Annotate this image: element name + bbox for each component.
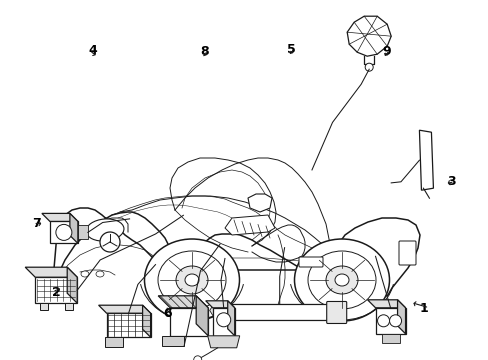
Text: 6: 6 bbox=[163, 307, 171, 320]
Polygon shape bbox=[106, 313, 150, 337]
Polygon shape bbox=[50, 221, 78, 243]
Polygon shape bbox=[40, 303, 48, 310]
Circle shape bbox=[56, 224, 72, 240]
FancyBboxPatch shape bbox=[326, 301, 346, 324]
Polygon shape bbox=[67, 267, 77, 303]
Polygon shape bbox=[397, 300, 405, 334]
Polygon shape bbox=[142, 305, 150, 337]
Ellipse shape bbox=[334, 274, 348, 286]
Polygon shape bbox=[247, 194, 271, 212]
Polygon shape bbox=[65, 303, 73, 310]
Polygon shape bbox=[42, 213, 78, 221]
Polygon shape bbox=[367, 300, 405, 308]
Ellipse shape bbox=[81, 271, 89, 277]
Circle shape bbox=[193, 356, 202, 360]
Polygon shape bbox=[419, 130, 432, 190]
Polygon shape bbox=[170, 308, 208, 336]
Ellipse shape bbox=[294, 239, 389, 321]
Polygon shape bbox=[231, 305, 329, 320]
Polygon shape bbox=[158, 296, 208, 308]
Ellipse shape bbox=[307, 251, 375, 309]
Ellipse shape bbox=[86, 219, 123, 241]
Circle shape bbox=[100, 232, 120, 252]
Text: 9: 9 bbox=[381, 45, 390, 58]
Polygon shape bbox=[104, 337, 122, 347]
Polygon shape bbox=[205, 301, 234, 308]
Polygon shape bbox=[207, 336, 239, 348]
Polygon shape bbox=[375, 308, 405, 334]
Polygon shape bbox=[224, 215, 274, 235]
Text: 5: 5 bbox=[286, 43, 295, 56]
FancyBboxPatch shape bbox=[298, 257, 323, 267]
Polygon shape bbox=[78, 225, 88, 239]
Text: 4: 4 bbox=[88, 44, 97, 57]
Ellipse shape bbox=[184, 274, 199, 286]
Text: 7: 7 bbox=[32, 217, 41, 230]
Polygon shape bbox=[212, 308, 234, 336]
Ellipse shape bbox=[96, 271, 104, 277]
Ellipse shape bbox=[176, 266, 207, 294]
Text: 3: 3 bbox=[447, 175, 455, 188]
Polygon shape bbox=[162, 336, 184, 346]
Text: 8: 8 bbox=[200, 45, 208, 58]
Circle shape bbox=[377, 315, 389, 327]
Polygon shape bbox=[209, 302, 231, 319]
Circle shape bbox=[216, 313, 230, 327]
Circle shape bbox=[365, 63, 372, 71]
Polygon shape bbox=[70, 213, 78, 243]
Polygon shape bbox=[35, 277, 77, 303]
Circle shape bbox=[389, 315, 401, 327]
Polygon shape bbox=[25, 267, 77, 277]
Polygon shape bbox=[99, 305, 150, 313]
Polygon shape bbox=[196, 296, 208, 336]
Ellipse shape bbox=[144, 239, 239, 321]
Ellipse shape bbox=[325, 266, 357, 294]
Polygon shape bbox=[346, 16, 390, 56]
FancyBboxPatch shape bbox=[398, 241, 415, 265]
Ellipse shape bbox=[158, 251, 225, 309]
Polygon shape bbox=[381, 334, 399, 343]
Polygon shape bbox=[227, 301, 234, 336]
Text: 2: 2 bbox=[52, 286, 61, 299]
Text: 1: 1 bbox=[419, 302, 427, 315]
